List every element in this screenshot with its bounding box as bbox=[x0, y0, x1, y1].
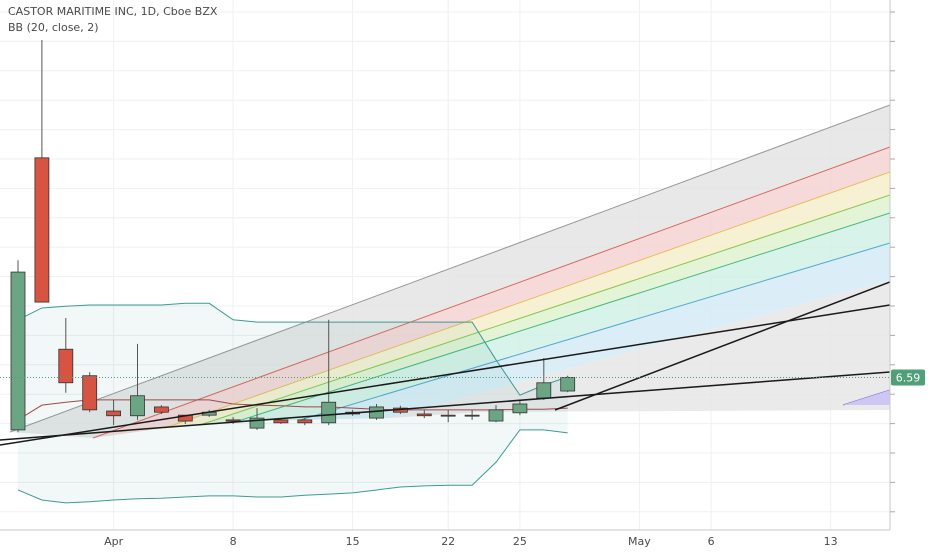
fan-line bbox=[164, 171, 891, 429]
candle-body bbox=[82, 375, 98, 411]
x-tick-label: 13 bbox=[824, 535, 838, 548]
overlay: 6.59 bbox=[0, 369, 925, 386]
candle-body bbox=[321, 401, 337, 424]
fan-drawing bbox=[9, 104, 891, 439]
bollinger-bands bbox=[17, 302, 568, 504]
candle-body bbox=[464, 414, 480, 417]
trend-line bbox=[554, 281, 891, 411]
candle-body bbox=[512, 403, 528, 414]
trend-line bbox=[0, 371, 891, 441]
candle-body bbox=[106, 410, 121, 417]
trend-line bbox=[0, 304, 891, 446]
band-fill bbox=[18, 303, 568, 503]
candle-body bbox=[369, 406, 384, 419]
x-tick-label: 15 bbox=[346, 535, 360, 548]
candle-body bbox=[488, 409, 504, 422]
drawing-zone bbox=[843, 390, 890, 405]
candle-body bbox=[560, 377, 576, 392]
fan-line bbox=[234, 212, 891, 423]
candle-body bbox=[297, 419, 313, 424]
candle-body bbox=[130, 395, 145, 417]
candles bbox=[10, 40, 576, 433]
band-line bbox=[17, 302, 568, 396]
candle-body bbox=[225, 419, 241, 422]
x-tick-label: 22 bbox=[441, 535, 455, 548]
candle-body bbox=[10, 271, 26, 431]
x-tick-label: 6 bbox=[708, 535, 715, 548]
fan-zone bbox=[10, 105, 890, 438]
chart-title: CASTOR MARITIME INC, 1D, Cboe BZX bbox=[8, 5, 218, 18]
candle-body bbox=[416, 413, 432, 417]
fan-line bbox=[92, 146, 891, 439]
x-tick-label: Apr bbox=[104, 535, 124, 548]
band-basis bbox=[17, 399, 568, 421]
candle-body bbox=[249, 417, 265, 429]
candle-body bbox=[58, 348, 74, 384]
fan-zone bbox=[390, 280, 890, 418]
candle-body bbox=[34, 157, 50, 303]
candle-body bbox=[153, 406, 169, 413]
x-tick-label: May bbox=[628, 535, 651, 548]
x-tick-label: 25 bbox=[513, 535, 527, 548]
candle-body bbox=[440, 414, 456, 417]
fan-line bbox=[199, 194, 891, 426]
indicator-label: BB (20, close, 2) bbox=[8, 21, 99, 34]
trend-lines bbox=[0, 281, 891, 446]
x-tick-label: 8 bbox=[230, 535, 237, 548]
fan-line bbox=[299, 242, 891, 421]
last-price-label: 6.59 bbox=[896, 371, 921, 384]
band-line bbox=[17, 429, 568, 504]
candle-body bbox=[536, 382, 552, 399]
last-price-box bbox=[891, 369, 925, 386]
candle-body bbox=[273, 419, 289, 424]
